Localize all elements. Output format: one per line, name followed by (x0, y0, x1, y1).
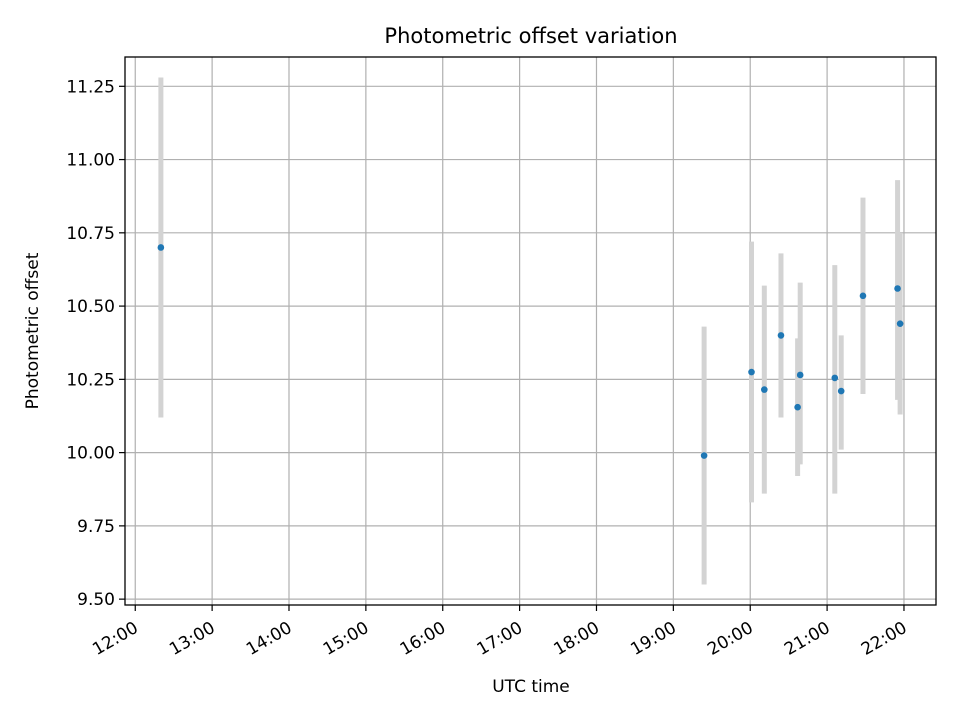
y-tick-label: 11.25 (66, 77, 115, 97)
y-tick-label: 9.75 (77, 517, 115, 537)
data-point (837, 387, 845, 395)
x-axis-ticks: 12:00 13:00 14:00 15:00 16:00 17:00 18:00 19:00… (89, 605, 910, 660)
data-point (896, 320, 904, 327)
y-tick-label: 10.75 (66, 224, 115, 244)
x-tick-label: 14:00 (243, 618, 295, 660)
x-tick-label: 13:00 (166, 618, 218, 660)
data-point (761, 386, 768, 393)
data-point (796, 371, 804, 379)
data-point (157, 244, 165, 251)
data-point (794, 403, 801, 411)
data-points (157, 244, 904, 459)
y-tick-label: 10.00 (66, 444, 115, 464)
y-tick-label: 11.00 (66, 151, 115, 171)
x-tick-label: 21:00 (781, 618, 833, 660)
error-bars (158, 77, 903, 585)
y-tick-label: 10.25 (66, 370, 115, 390)
data-point (700, 452, 708, 459)
data-point (831, 374, 839, 382)
y-axis-ticks: 9.50 9.75 10.00 10.25 10.50 10.75 11.00 11.25 (66, 77, 125, 610)
x-tick-label: 22:00 (858, 618, 910, 660)
x-tick-label: 12:00 (89, 618, 141, 660)
grid (125, 57, 936, 605)
y-tick-label: 10.50 (66, 297, 115, 317)
y-axis-label: Photometric offset (23, 252, 43, 409)
x-tick-label: 19:00 (627, 618, 679, 660)
x-tick-label: 16:00 (397, 618, 449, 660)
x-axis-label: UTC time (492, 677, 570, 697)
x-tick-label: 20:00 (704, 618, 756, 660)
plot-frame (124, 56, 937, 606)
chart-title: Photometric offset variation (384, 24, 677, 48)
data-point (748, 368, 755, 376)
x-tick-label: 15:00 (320, 618, 372, 660)
x-tick-label: 18:00 (551, 618, 603, 660)
data-point (777, 332, 785, 339)
x-tick-label: 17:00 (474, 618, 526, 660)
data-point (859, 292, 867, 300)
data-point (894, 285, 901, 292)
y-tick-label: 9.50 (77, 590, 115, 610)
